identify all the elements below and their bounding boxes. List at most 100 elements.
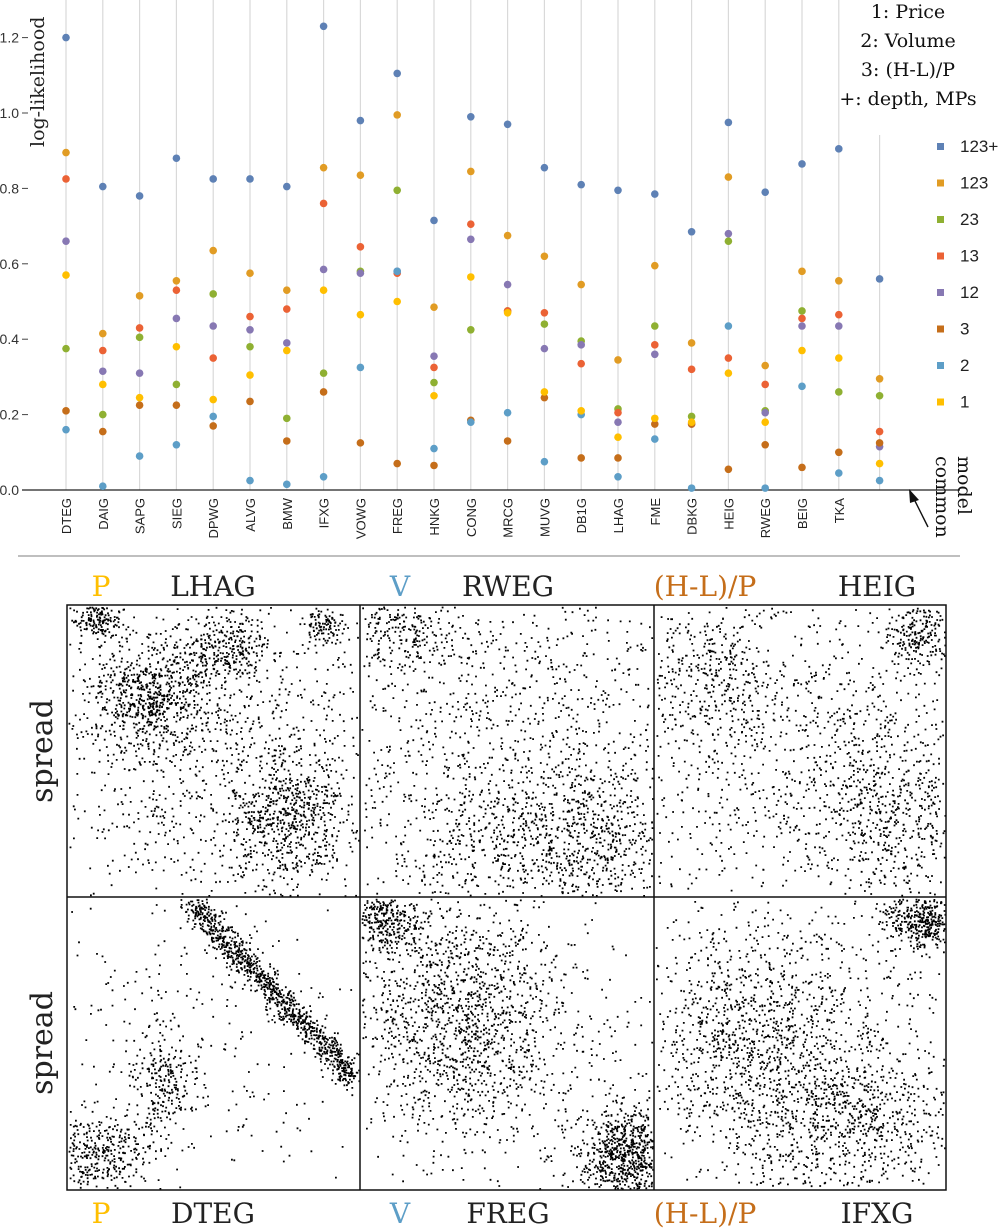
- data-point: [356, 171, 365, 180]
- data-point: [467, 167, 475, 176]
- data-point: [651, 350, 659, 359]
- data-point: [724, 369, 733, 377]
- data-point: [135, 192, 144, 200]
- data-point: [724, 465, 733, 474]
- data-point: [651, 341, 659, 349]
- annotation-line: 2: Volume: [860, 30, 956, 52]
- data-point: [430, 391, 438, 400]
- panel-DTEG: [68, 898, 361, 1190]
- data-point: [835, 310, 843, 319]
- legend-swatch: [937, 179, 944, 187]
- data-point: [540, 344, 549, 353]
- common-label-text: model: [953, 456, 975, 515]
- data-point: [798, 307, 806, 315]
- data-point: [761, 418, 769, 426]
- data-point: [835, 354, 843, 362]
- data-point: [614, 418, 622, 426]
- panel-frames: [66, 604, 947, 1191]
- data-point: [246, 397, 254, 406]
- legend-label: 123+: [960, 137, 998, 156]
- annotation-line: +: depth, MPs: [839, 88, 976, 110]
- data-point: [319, 473, 328, 481]
- data-point: [467, 418, 475, 426]
- legend-swatch: [937, 362, 944, 369]
- y-tick-label: 0.8: [0, 180, 19, 196]
- data-point: [430, 352, 438, 360]
- data-point: [540, 252, 549, 261]
- data-point: [62, 175, 70, 183]
- x-tick-label: FREG: [390, 498, 405, 534]
- data-point: [99, 367, 107, 376]
- data-point: [319, 369, 328, 377]
- data-point: [798, 267, 806, 276]
- data-point: [614, 433, 622, 442]
- x-tick-label: IFXG: [317, 498, 332, 528]
- data-point: [835, 322, 843, 330]
- x-tick-label: DAIG: [96, 498, 111, 530]
- x-tick-label: TKA: [832, 498, 847, 524]
- common-arrow-head: [909, 489, 919, 503]
- data-point: [540, 388, 549, 396]
- data-point: [319, 22, 328, 31]
- data-point: [577, 407, 585, 415]
- x-tick-label: BMW: [280, 497, 295, 530]
- panel-stock-label: DTEG: [171, 1197, 255, 1228]
- data-point: [99, 329, 107, 338]
- data-point: [172, 154, 181, 163]
- data-point: [503, 309, 512, 317]
- data-point: [319, 388, 328, 396]
- category-gridlines: [65, 0, 881, 490]
- x-tick-label: HEIG: [721, 498, 736, 530]
- data-point: [835, 145, 843, 153]
- legend-swatch: [937, 252, 944, 260]
- panel-stock-label: IFXG: [841, 1197, 914, 1228]
- x-tick-label: LHAG: [611, 498, 626, 533]
- data-point: [209, 422, 217, 430]
- spread-axis-label: spread: [25, 991, 60, 1095]
- scatter-points: [361, 606, 654, 897]
- data-point-common: [875, 427, 884, 436]
- data-point: [99, 346, 107, 355]
- data-point: [393, 69, 402, 78]
- data-point: [62, 344, 70, 353]
- data-point: [651, 190, 659, 198]
- data-point: [135, 369, 144, 377]
- data-point: [99, 182, 107, 191]
- spread-axis-label: spread: [25, 699, 60, 803]
- data-point: [761, 380, 769, 389]
- scatter-points: [656, 607, 947, 897]
- data-point: [246, 325, 254, 334]
- legend-swatch: [937, 143, 944, 150]
- data-point: [835, 469, 843, 477]
- data-point: [687, 365, 696, 374]
- data-point: [687, 418, 696, 426]
- legend-label: 123: [960, 174, 988, 193]
- data-point: [577, 180, 585, 189]
- panel-labels: P LHAG V RWEG (H-L)/P HEIG P DTEG V FREG (H-L)/P IF…: [25, 570, 916, 1228]
- data-point: [687, 227, 696, 236]
- data-point-common: [875, 459, 884, 468]
- x-tick-label: CONG: [464, 498, 479, 537]
- data-point: [99, 482, 107, 491]
- data-point: [577, 359, 585, 368]
- data-point: [62, 425, 70, 434]
- data-point: [209, 395, 217, 404]
- data-point: [209, 412, 217, 421]
- data-point: [283, 339, 291, 347]
- x-tick-label: DPWG: [206, 498, 221, 538]
- x-tick-label: SAPG: [133, 498, 148, 534]
- data-point: [503, 120, 512, 129]
- spread-scatter-grid: P LHAG V RWEG (H-L)/P HEIG P DTEG V FREG (H-L)/P IF…: [25, 570, 947, 1228]
- data-point: [798, 322, 806, 330]
- data-point: [283, 182, 291, 191]
- data-point: [62, 237, 70, 245]
- panel-points: [68, 606, 947, 1190]
- x-tick-label: DB1G: [574, 498, 589, 533]
- panel-var-label: P: [92, 570, 111, 603]
- data-point: [135, 452, 144, 460]
- data-point: [283, 414, 291, 423]
- data-point: [246, 269, 254, 278]
- data-point: [687, 412, 696, 421]
- data-point: [724, 354, 733, 362]
- data-point: [430, 216, 438, 225]
